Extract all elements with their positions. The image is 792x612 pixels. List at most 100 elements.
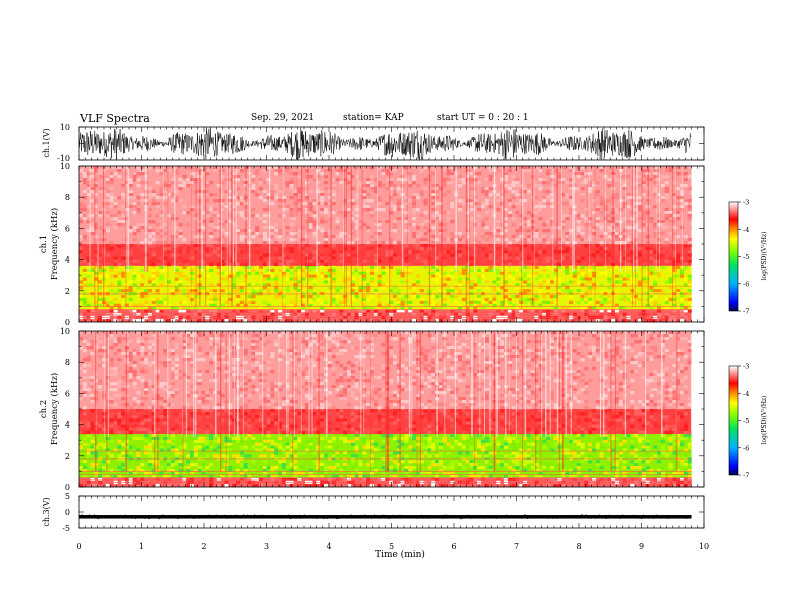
spectrogram-cell bbox=[542, 199, 547, 203]
spectrogram-cell bbox=[488, 300, 493, 304]
spectrogram-cell bbox=[147, 448, 152, 452]
spectrogram-cell bbox=[128, 451, 133, 455]
spectrogram-cell bbox=[94, 178, 99, 182]
spectrogram-cell bbox=[645, 235, 650, 239]
spectrogram-cell bbox=[155, 262, 160, 267]
spectrogram-cell bbox=[634, 187, 639, 191]
spectrogram-cell bbox=[672, 303, 677, 307]
spectrogram-cell bbox=[565, 280, 570, 284]
spectrogram-cell bbox=[140, 169, 145, 173]
spectrogram-cell bbox=[438, 306, 443, 310]
spectrogram-cell bbox=[500, 271, 505, 275]
ch1-waveform-path bbox=[78, 127, 692, 160]
spectrogram-cell bbox=[190, 297, 195, 302]
spectrogram-cell bbox=[293, 292, 298, 296]
spectrogram-cell bbox=[316, 169, 321, 173]
spectrogram-cell bbox=[220, 208, 225, 212]
spectrogram-cell bbox=[316, 318, 321, 323]
spectrogram-cell bbox=[205, 292, 210, 296]
spectrogram-cell bbox=[209, 181, 214, 185]
spectrogram-cell bbox=[140, 468, 145, 473]
spectrogram-cell bbox=[350, 289, 355, 293]
spectrogram-cell bbox=[511, 235, 516, 239]
spectrogram-cell bbox=[473, 309, 478, 313]
spectrogram-cell bbox=[484, 238, 489, 242]
spectrogram-cell bbox=[366, 274, 371, 278]
spectrogram-cell bbox=[182, 205, 187, 209]
spectrogram-cell bbox=[362, 190, 367, 194]
spectrogram-cell bbox=[366, 439, 371, 443]
spectrogram-cell bbox=[477, 241, 482, 245]
spectrogram-cell bbox=[622, 318, 627, 323]
spectrogram-cell bbox=[366, 309, 371, 313]
spectrogram-cell bbox=[438, 289, 443, 293]
spectrogram-cell bbox=[270, 448, 275, 452]
spectrogram-cell bbox=[396, 256, 401, 260]
spectrogram-cell bbox=[523, 303, 528, 307]
spectrogram-cell bbox=[599, 199, 604, 203]
spectrogram-cell bbox=[324, 259, 329, 263]
spectrogram-cell bbox=[243, 468, 248, 473]
spectrogram-cell bbox=[136, 454, 141, 458]
spectrogram-cell bbox=[611, 169, 616, 173]
spectrogram-cell bbox=[266, 434, 271, 438]
spectrogram-cell bbox=[660, 223, 665, 227]
spectrogram-cell bbox=[622, 184, 627, 188]
spectrogram-cell bbox=[595, 220, 600, 224]
spectrogram-cell bbox=[347, 434, 352, 438]
spectrogram-cell bbox=[304, 439, 309, 443]
spectrogram-cell bbox=[178, 244, 183, 248]
spectrogram-cell bbox=[676, 256, 681, 260]
spectrogram-cell bbox=[232, 208, 237, 212]
spectrogram-cell bbox=[622, 283, 627, 287]
spectrogram-cell bbox=[324, 436, 329, 441]
spectrogram-cell bbox=[446, 265, 451, 269]
spectrogram-cell bbox=[251, 289, 256, 293]
spectrogram-cell bbox=[358, 289, 363, 293]
spectrogram-cell bbox=[362, 184, 367, 188]
spectrogram-cell bbox=[255, 259, 260, 263]
spectrogram-cell bbox=[664, 306, 669, 310]
spectrogram-cell bbox=[373, 468, 378, 473]
spectrogram-cell bbox=[144, 474, 149, 478]
spectrogram-cell bbox=[687, 280, 692, 284]
spectrogram-cell bbox=[680, 477, 685, 481]
spectrogram-cell bbox=[174, 196, 179, 200]
spectrogram-cell bbox=[90, 483, 95, 488]
spectrogram-cell bbox=[170, 235, 175, 239]
spectrogram-cell bbox=[626, 235, 631, 239]
spectrogram-cell bbox=[680, 274, 685, 278]
spectrogram-cell bbox=[599, 235, 604, 239]
spectrogram-cell bbox=[174, 271, 179, 275]
spectrogram-cell bbox=[492, 318, 497, 323]
spectrogram-cell bbox=[676, 265, 681, 269]
spectrogram-cell bbox=[163, 184, 168, 188]
spectrogram-cell bbox=[197, 445, 202, 449]
spectrogram-cell bbox=[687, 297, 692, 302]
spectrogram-cell bbox=[569, 178, 574, 182]
spectrogram-cell bbox=[301, 277, 306, 281]
spectrogram-cell bbox=[144, 483, 149, 488]
spectrogram-cell bbox=[190, 477, 195, 481]
spectrogram-cell bbox=[534, 232, 539, 236]
spectrogram-cell bbox=[174, 460, 179, 464]
spectrogram-cell bbox=[197, 169, 202, 173]
spectrogram-cell bbox=[484, 187, 489, 191]
spectrogram-cell bbox=[209, 297, 214, 302]
spectrogram-cell bbox=[641, 250, 646, 254]
spectrogram-cell bbox=[461, 178, 466, 182]
spectrogram-cell bbox=[668, 250, 673, 254]
spectrogram-cell bbox=[607, 181, 612, 185]
spectrogram-cell bbox=[350, 460, 355, 464]
spectrogram-cell bbox=[147, 262, 152, 267]
spectrogram-cell bbox=[392, 253, 397, 257]
spectrogram-cell bbox=[450, 238, 455, 242]
spectrogram-cell bbox=[572, 211, 577, 215]
spectrogram-cell bbox=[507, 477, 512, 481]
spectrogram-cell bbox=[373, 283, 378, 287]
spectrogram-cell bbox=[262, 303, 267, 307]
spectrogram-cell bbox=[167, 247, 172, 251]
spectrogram-cell bbox=[86, 265, 91, 269]
spectrogram-cell bbox=[301, 181, 306, 185]
spectrogram-cell bbox=[565, 235, 570, 239]
